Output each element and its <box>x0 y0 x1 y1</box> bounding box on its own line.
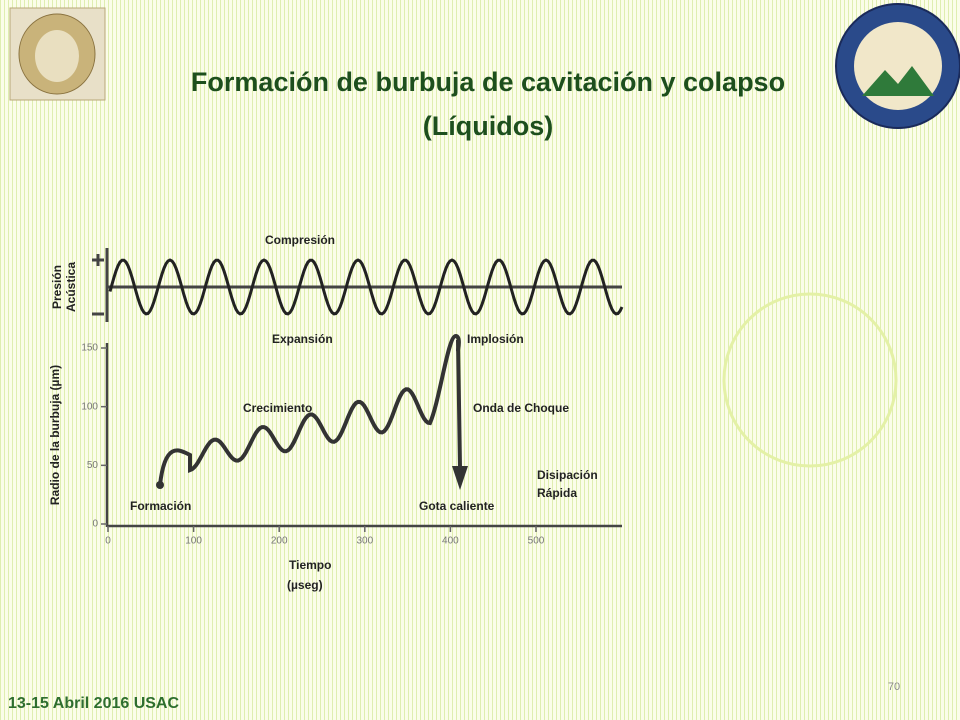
unam-logo <box>9 7 106 101</box>
y-tick-label: 150 <box>81 343 98 354</box>
x-tick-label: 0 <box>105 536 111 547</box>
pressure-axis-label: Presión <box>50 265 64 309</box>
annotation: Crecimiento <box>243 401 312 415</box>
title-line: (Líquidos) <box>423 111 553 141</box>
y-tick-label: 100 <box>81 401 98 412</box>
formation-point <box>156 481 164 489</box>
x-tick-label: 500 <box>528 536 545 547</box>
page-number: 70 <box>888 681 900 693</box>
annotation: Compresión <box>265 233 335 247</box>
annotation: Gota caliente <box>419 499 495 513</box>
bubble-radius-curve <box>158 333 461 487</box>
x-axis-label: Tiempo <box>289 558 331 572</box>
decorative-circle <box>722 292 898 468</box>
annotation: Disipación <box>537 468 598 482</box>
annotation: Rápida <box>537 486 577 500</box>
x-tick-label: 400 <box>442 536 459 547</box>
annotation: Onda de Choque <box>473 401 569 415</box>
collapse-line <box>456 339 462 469</box>
collapse-arrow <box>452 466 468 490</box>
annotation: Formación <box>130 499 191 513</box>
annotation: Implosión <box>467 332 524 346</box>
pressure-axis-label: Acústica <box>64 262 78 312</box>
pressure-wave <box>108 258 624 316</box>
x-tick-label: 100 <box>185 536 202 547</box>
pressure-axis <box>92 248 622 322</box>
footer-date: 13-15 Abril 2016 USAC <box>8 695 179 712</box>
x-tick-label: 300 <box>356 536 373 547</box>
y-tick-label: 50 <box>87 460 99 471</box>
x-axis-label: (µseg) <box>287 578 323 592</box>
radius-axis-label: Radio de la burbuja (µm) <box>48 365 62 505</box>
x-tick-label: 200 <box>271 536 288 547</box>
title-line: Formación de burbuja de cavitación y col… <box>191 67 785 97</box>
usac-logo <box>835 3 960 129</box>
y-tick-label: 0 <box>92 519 98 530</box>
annotation: Expansión <box>272 332 333 346</box>
